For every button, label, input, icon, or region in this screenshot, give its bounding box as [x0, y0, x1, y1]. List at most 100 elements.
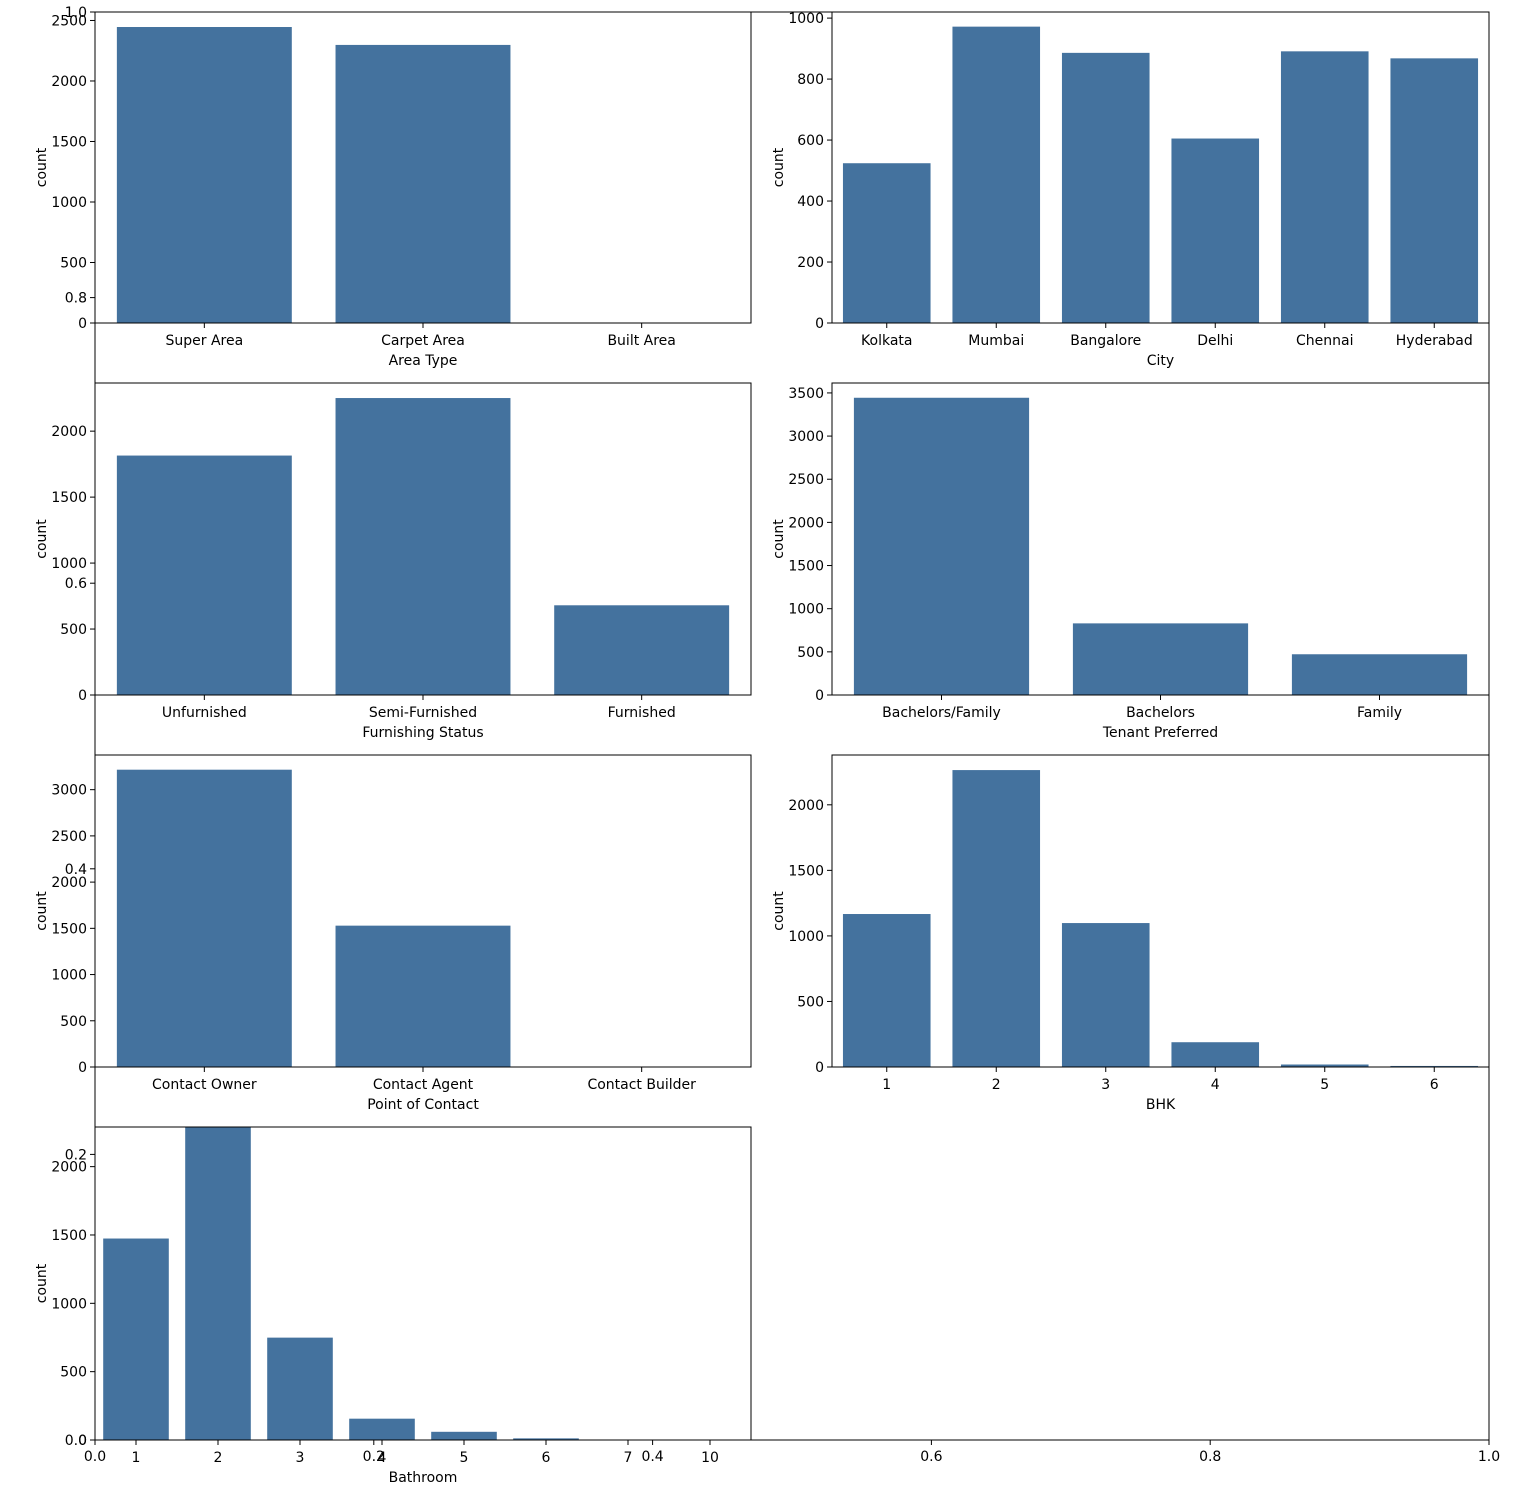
x-tick-label: Mumbai: [968, 333, 1024, 349]
bar-5: [431, 1431, 497, 1440]
bar-delhi: [1171, 138, 1260, 323]
x-tick-label: Family: [1357, 705, 1402, 721]
bar-carpet-area: [335, 44, 511, 324]
y-tick-label: 2000: [51, 74, 87, 90]
y-tick-label: 800: [797, 72, 824, 88]
bg-x-tick-label: 0.6: [920, 1449, 942, 1465]
bar-mumbai: [952, 26, 1041, 323]
y-tick-label: 1500: [51, 490, 87, 506]
y-tick-label: 2000: [788, 798, 824, 814]
plot-area: [832, 755, 1489, 1067]
y-axis-label: count: [34, 1263, 50, 1303]
x-axis-label: Furnishing Status: [362, 725, 483, 741]
subplot-bathroom: 1 2 3 4 5 6 7 10 0 500 1000 1500 2000 Bathroom count: [34, 1126, 752, 1486]
x-tick-label: 5: [460, 1450, 469, 1466]
y-tick-label: 2000: [788, 515, 824, 531]
bar-bachelors: [1072, 623, 1249, 695]
y-tick-label: 1500: [788, 559, 824, 575]
x-axis-label: Area Type: [389, 353, 458, 369]
axes-frame: [831, 754, 1490, 1068]
y-tick-label: 3500: [788, 386, 824, 402]
y-tick-label: 0: [815, 1060, 824, 1076]
bar-3: [267, 1337, 333, 1440]
x-tick-label: Furnished: [608, 705, 676, 721]
bg-x-tick-label: 1.0: [1478, 1449, 1500, 1465]
y-tick-label: 0: [78, 1060, 87, 1076]
subplot-city: Kolkata Mumbai Bangalore Delhi Chennai Hydera…: [771, 11, 1490, 369]
y-tick-label: 2500: [788, 472, 824, 488]
bar-5: [1280, 1064, 1369, 1067]
axes-frame: [831, 11, 1490, 324]
bg-y-tick-label: 0.8: [65, 291, 87, 307]
y-axis-label: count: [34, 147, 50, 187]
y-tick-label: 0: [78, 688, 87, 704]
x-tick-label: 6: [542, 1450, 551, 1466]
y-tick-label: 600: [797, 133, 824, 149]
y-tick-label: 500: [60, 622, 87, 638]
y-tick-label: 500: [60, 1014, 87, 1030]
y-axis-label: count: [771, 891, 787, 931]
y-tick-label: 1500: [51, 921, 87, 937]
bar-bangalore: [1061, 52, 1150, 324]
y-axis-label: count: [34, 519, 50, 559]
y-axis-label: count: [34, 891, 50, 931]
bar-6: [513, 1438, 579, 1440]
y-tick-label: 200: [797, 255, 824, 271]
subplot-furnishing-status: Unfurnished Semi-Furnished Furnished 0 500 10…: [34, 382, 752, 741]
x-tick-label: Bachelors: [1126, 705, 1195, 721]
y-tick-label: 500: [60, 1365, 87, 1381]
background-axes-frame: [94, 11, 1490, 1441]
bar-super-area: [116, 27, 292, 323]
y-tick-label: 2000: [51, 1160, 87, 1176]
subplot-point-of-contact: Contact Owner Contact Agent Contact Builde…: [34, 754, 752, 1113]
x-axis-label: BHK: [1146, 1097, 1176, 1113]
bg-y-tick-label: 0.0: [65, 1433, 87, 1449]
x-tick-label: Chennai: [1296, 333, 1353, 349]
y-tick-label: 1500: [788, 863, 824, 879]
bar-unfurnished: [116, 455, 292, 695]
y-axis-label: count: [771, 147, 787, 187]
bar-2: [185, 1126, 251, 1440]
bar-3: [1061, 923, 1150, 1067]
x-tick-label: 3: [1101, 1077, 1110, 1093]
subplot-area-type: Super Area Carpet Area Built Area 0 500 1000 1…: [34, 11, 752, 369]
bar-6: [1390, 1065, 1479, 1067]
bg-x-tick-label: 0.2: [363, 1449, 385, 1465]
y-tick-label: 2500: [51, 13, 87, 29]
x-tick-label: Kolkata: [861, 333, 912, 349]
x-tick-label: Hyderabad: [1396, 333, 1473, 349]
bg-y-tick-label: 0.4: [65, 862, 87, 878]
x-tick-label: 6: [1430, 1077, 1439, 1093]
bar-family: [1291, 654, 1468, 695]
x-axis-label: Point of Contact: [367, 1097, 479, 1113]
subplots: Super Area Carpet Area Built Area050010001…: [34, 11, 1490, 1486]
y-tick-label: 1000: [51, 1296, 87, 1312]
y-tick-label: 1000: [51, 195, 87, 211]
bg-x-tick-label: 0.4: [641, 1449, 663, 1465]
bar-contact-owner: [116, 769, 292, 1067]
y-tick-label: 1000: [788, 929, 824, 945]
y-tick-label: 2000: [51, 424, 87, 440]
background-axis: 0.0 0.2 0.4 0.6 0.8 1.0 0.0 0.2 0.4 0.6 0.8 1.0: [65, 5, 1500, 1465]
y-tick-label: 500: [797, 994, 824, 1010]
bar-4: [349, 1418, 415, 1440]
x-axis-label: City: [1147, 353, 1174, 369]
y-tick-label: 0: [815, 316, 824, 332]
bar-1: [842, 914, 931, 1067]
x-tick-label: 1: [132, 1450, 141, 1466]
axes-frame: [94, 1126, 752, 1441]
y-tick-label: 500: [60, 255, 87, 271]
y-tick-label: 3000: [788, 429, 824, 445]
x-axis-label: Tenant Preferred: [1102, 725, 1218, 741]
x-tick-label: Unfurnished: [162, 705, 247, 721]
y-tick-label: 1500: [51, 1228, 87, 1244]
subplot-tenant-preferred: Bachelors/Family Bachelors Family 0 500 1000 1…: [771, 382, 1490, 741]
x-tick-label: Semi-Furnished: [369, 705, 477, 721]
plot-area: [832, 12, 1489, 323]
x-tick-label: 5: [1320, 1077, 1329, 1093]
x-tick-label: 4: [378, 1450, 387, 1466]
bar-kolkata: [842, 163, 931, 323]
x-tick-label: Super Area: [165, 333, 243, 349]
bar-furnished: [554, 605, 730, 695]
